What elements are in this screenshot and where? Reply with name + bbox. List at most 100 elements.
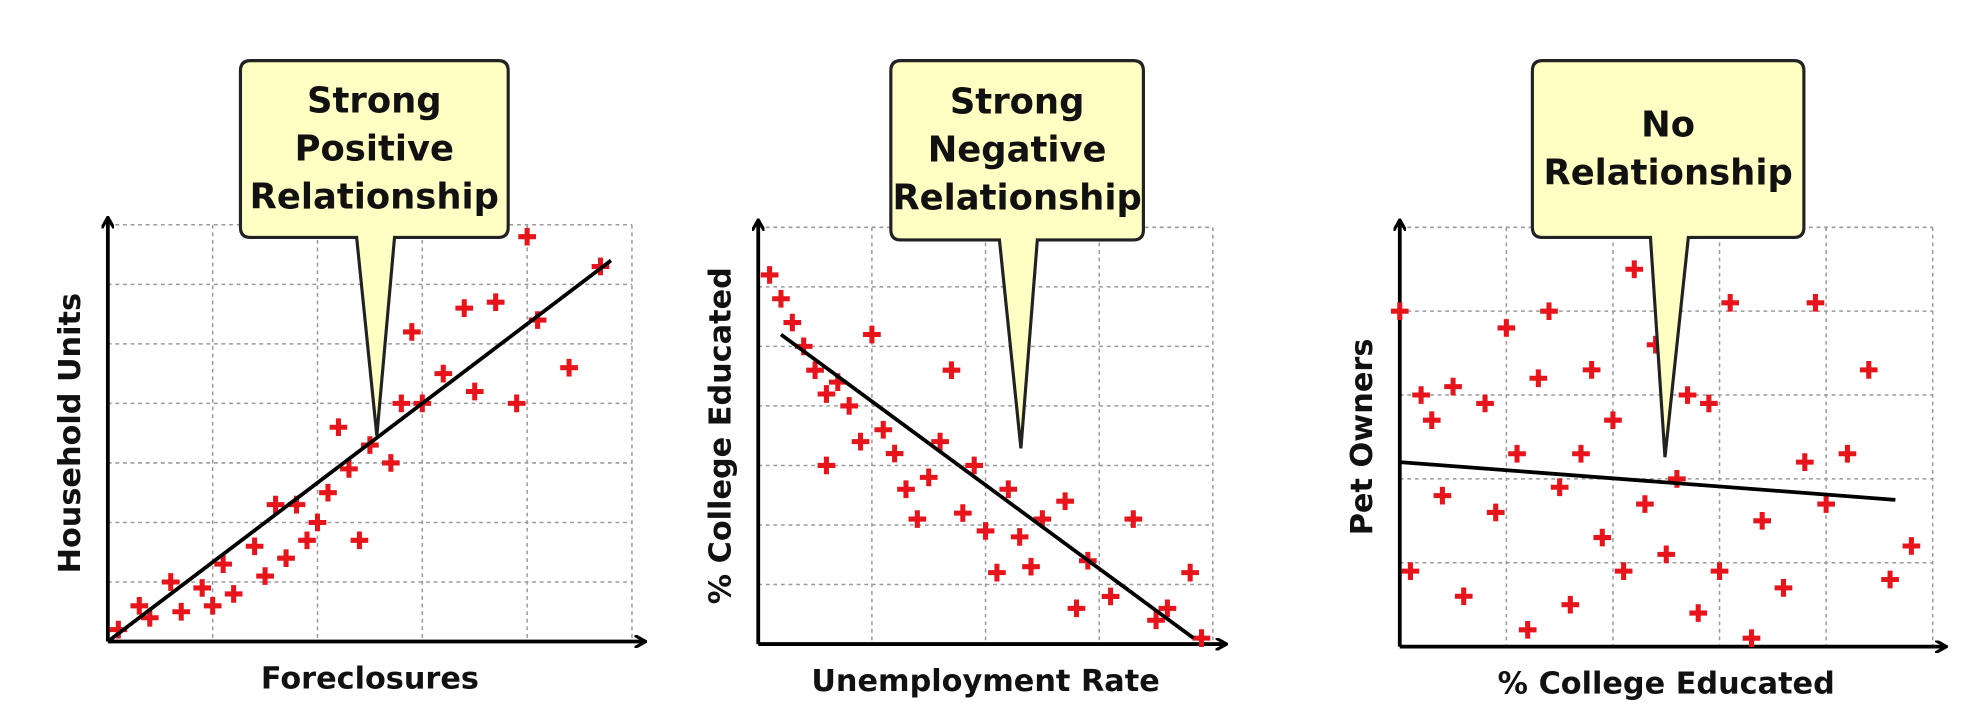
data-point xyxy=(1550,478,1569,497)
data-point xyxy=(863,325,881,344)
data-point xyxy=(999,480,1018,499)
data-point xyxy=(840,397,859,415)
data-point xyxy=(1700,394,1718,413)
callout-text: Strong xyxy=(950,82,1085,123)
data-point xyxy=(308,513,327,532)
data-point xyxy=(1390,302,1409,321)
data-point xyxy=(772,289,790,308)
data-point xyxy=(1614,562,1633,580)
scatter-chart: Foreclosures Household Units Strong Positiv… xyxy=(53,59,645,696)
scatter-chart: % College Educated Pet Owners No Relationsh… xyxy=(1345,59,1945,701)
data-point xyxy=(1067,599,1086,618)
data-point xyxy=(1444,377,1462,396)
data-point xyxy=(1806,293,1825,312)
data-point xyxy=(1604,411,1622,430)
data-point xyxy=(1010,528,1029,546)
data-point xyxy=(1124,510,1143,528)
data-point xyxy=(1582,361,1601,379)
data-point xyxy=(1710,562,1729,580)
data-point xyxy=(245,537,264,556)
data-point xyxy=(1508,444,1526,463)
data-point xyxy=(931,432,949,451)
data-point xyxy=(1838,444,1857,463)
data-point xyxy=(130,596,149,615)
trend-line xyxy=(1399,460,1896,502)
data-point xyxy=(1422,411,1441,430)
data-point xyxy=(1881,570,1899,589)
data-point xyxy=(1774,579,1793,597)
data-point xyxy=(760,266,779,284)
data-point xyxy=(874,420,893,439)
data-point xyxy=(806,361,824,380)
callout-bubble xyxy=(1530,59,1806,458)
data-point xyxy=(319,483,337,502)
data-point xyxy=(1147,611,1165,630)
data-point xyxy=(942,361,961,380)
data-point xyxy=(1022,557,1040,576)
data-point xyxy=(140,608,159,627)
trend-line xyxy=(779,332,1195,640)
data-point xyxy=(1412,386,1430,404)
data-point xyxy=(277,549,295,568)
data-point xyxy=(1101,587,1120,606)
data-point xyxy=(256,567,274,585)
callout-text: Negative xyxy=(928,130,1107,171)
callout-text: Relationship xyxy=(1543,152,1792,193)
data-point xyxy=(193,579,212,597)
data-point xyxy=(885,444,904,463)
data-point xyxy=(1561,595,1580,614)
data-point xyxy=(919,468,938,487)
data-point xyxy=(560,358,578,377)
x-axis-label: % College Educated xyxy=(1498,666,1835,701)
data-point xyxy=(1033,510,1052,528)
scatter-chart: Unemployment Rate % College Educated Stron… xyxy=(703,59,1225,699)
trend-line xyxy=(106,259,613,644)
data-point xyxy=(1742,629,1761,648)
data-point xyxy=(392,394,411,413)
data-point xyxy=(266,495,285,514)
data-point xyxy=(1678,386,1697,404)
data-point xyxy=(1518,620,1537,639)
data-point xyxy=(851,432,870,451)
callout-text: Relationship xyxy=(250,176,499,217)
data-point xyxy=(1486,503,1505,522)
data-point xyxy=(1540,302,1558,321)
x-axis-label: Unemployment Rate xyxy=(811,664,1159,699)
data-point xyxy=(1817,495,1835,513)
data-point xyxy=(1192,629,1211,647)
data-point xyxy=(1401,562,1420,580)
data-point xyxy=(214,555,232,573)
data-point xyxy=(1636,495,1654,513)
data-point xyxy=(953,504,972,522)
data-point xyxy=(976,522,995,540)
data-point xyxy=(455,299,474,317)
y-axis-label: Pet Owners xyxy=(1345,339,1380,536)
data-point xyxy=(1753,511,1772,530)
data-point xyxy=(518,227,536,246)
callout-bubble xyxy=(238,59,510,436)
data-point xyxy=(161,573,180,591)
data-point xyxy=(908,510,927,528)
data-point xyxy=(382,454,400,472)
data-point xyxy=(465,382,484,401)
data-point xyxy=(1056,492,1074,511)
data-point xyxy=(1476,394,1494,413)
data-point xyxy=(340,460,358,478)
data-point xyxy=(897,480,915,499)
data-point xyxy=(203,596,222,615)
callout-text: Positive xyxy=(295,128,454,169)
data-point xyxy=(1529,369,1548,388)
data-point xyxy=(1625,260,1644,279)
data-point xyxy=(1902,537,1921,555)
data-point xyxy=(817,385,836,403)
data-point xyxy=(402,323,421,341)
data-point xyxy=(965,456,984,475)
data-point xyxy=(1689,604,1708,622)
data-point xyxy=(1572,444,1590,463)
callout-bubble xyxy=(889,59,1145,449)
data-point xyxy=(1593,528,1612,547)
y-axis-label: % College Educated xyxy=(703,267,738,604)
data-point xyxy=(817,456,836,475)
data-point xyxy=(1454,587,1473,606)
data-point xyxy=(1433,486,1452,505)
